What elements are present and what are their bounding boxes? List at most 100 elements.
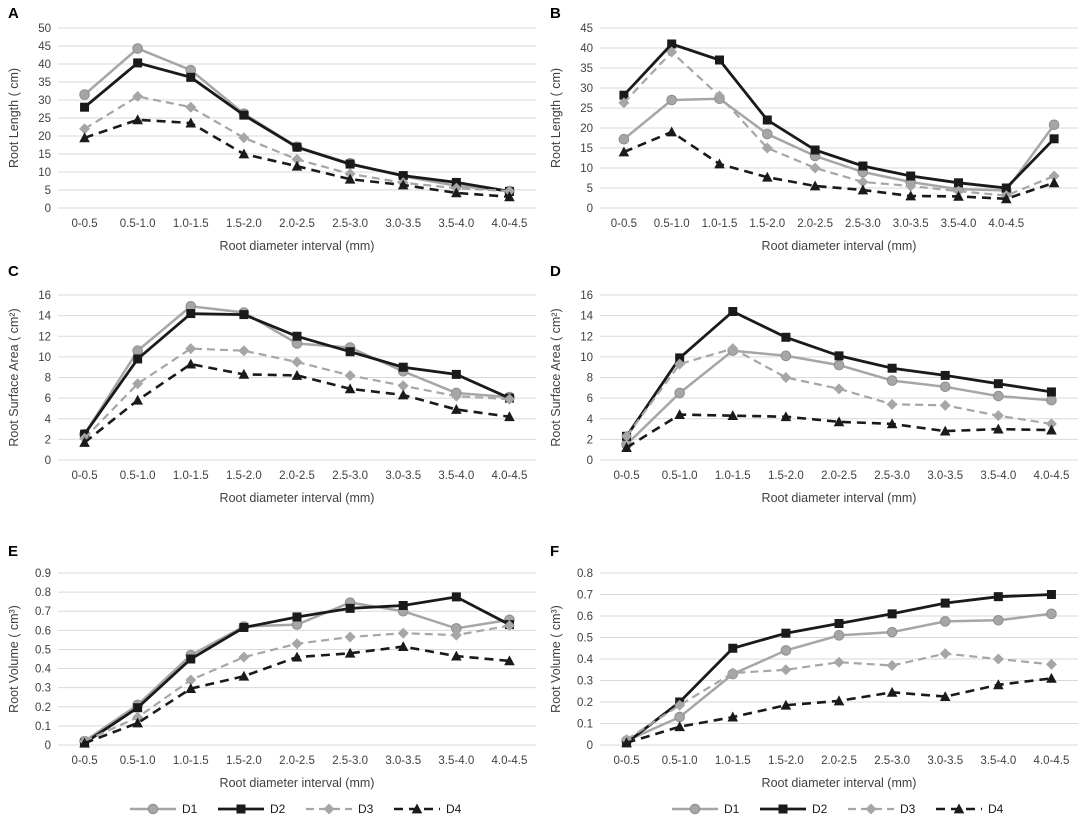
- square-marker-D2: [667, 39, 677, 49]
- diamond-marker-D3: [865, 803, 877, 815]
- x-tick-label: 2.0-2.5: [279, 470, 315, 482]
- triangle-marker-D4: [809, 180, 821, 191]
- square-marker-D2: [810, 145, 820, 155]
- x-tick-label: 3.0-3.5: [385, 470, 421, 482]
- square-marker-D2: [398, 171, 408, 181]
- triangle-marker-D4: [79, 132, 90, 143]
- triangle-marker-D4: [993, 423, 1004, 434]
- y-tick-label: 16: [38, 290, 51, 302]
- y-tick-label: 0: [45, 740, 51, 752]
- square-marker-D2: [133, 58, 143, 68]
- triangle-marker-D4: [238, 670, 250, 681]
- triangle-marker-D4: [886, 686, 898, 697]
- square-marker-D2: [834, 351, 844, 361]
- x-tick-label: 4.0-4.5: [988, 218, 1024, 230]
- triangle-marker-D4: [504, 191, 515, 202]
- y-tick-label: 8: [45, 373, 51, 385]
- diamond-marker-D3: [727, 343, 739, 355]
- square-marker-D2: [345, 159, 355, 169]
- y-tick-label: 0.1: [577, 719, 593, 731]
- legend-label-D4: D4: [446, 802, 462, 816]
- square-marker-D2: [834, 619, 844, 629]
- diamond-marker-D3: [185, 343, 197, 355]
- triangle-marker-D4: [291, 160, 303, 171]
- circle-marker-D1: [833, 359, 845, 371]
- circle-marker-D1: [674, 711, 685, 723]
- square-marker-D2: [1049, 134, 1059, 144]
- x-tick-label: 1.0-1.5: [715, 755, 751, 767]
- x-tick-label: 2.5-3.0: [874, 755, 910, 767]
- triangle-marker-D4: [1046, 672, 1057, 683]
- series-line-D3: [625, 347, 1052, 437]
- diamond-marker-D3: [185, 674, 197, 686]
- triangle-marker-D4: [762, 171, 773, 182]
- square-marker-D2: [239, 622, 249, 632]
- series-line-D4: [625, 413, 1052, 449]
- series-line-D4: [623, 130, 1055, 201]
- y-tick-label: 14: [38, 311, 51, 323]
- square-marker-D2: [451, 592, 461, 602]
- y-tick-label: 20: [38, 131, 51, 143]
- panel-letter-B: B: [550, 5, 561, 22]
- y-tick-label: 0.7: [577, 590, 593, 602]
- y-tick-label: 10: [38, 352, 51, 364]
- x-axis-title: Root diameter interval (mm): [220, 239, 375, 253]
- x-axis-title: Root diameter interval (mm): [220, 776, 375, 790]
- diamond-marker-D3: [666, 46, 678, 58]
- y-tick-label: 0: [587, 740, 593, 752]
- circle-marker-D1: [1046, 608, 1057, 620]
- y-tick-label: 0.3: [577, 676, 593, 688]
- diamond-marker-D3: [886, 398, 898, 410]
- square-marker-D2: [133, 354, 143, 364]
- triangle-marker-D4: [132, 717, 143, 728]
- triangle-marker-D4: [504, 411, 515, 422]
- x-axis-title: Root diameter interval (mm): [220, 491, 375, 505]
- chart-F-svg: F 0 0.1 0.2 0.3 0.4 0.5 0.6 0.7 0.8 0-0.5 0.5-1.0 1.…: [549, 543, 1078, 790]
- diamond-marker-D3: [291, 638, 303, 650]
- square-marker-D2: [239, 110, 249, 120]
- y-tick-label: 4: [587, 414, 594, 426]
- y-tick-label: 25: [38, 113, 51, 125]
- y-axis-title: Root Surface Area ( cm²): [549, 308, 563, 446]
- y-tick-label: 0.5: [577, 633, 593, 645]
- triangle-marker-D4: [397, 641, 409, 651]
- triangle-marker-D4: [714, 158, 725, 169]
- square-marker-D2: [781, 332, 791, 342]
- triangle-marker-D4: [727, 711, 739, 722]
- y-tick-label: 15: [580, 143, 593, 155]
- square-marker-D2: [675, 353, 685, 363]
- triangle-marker-D4: [674, 409, 685, 420]
- y-tick-label: 0.1: [35, 721, 51, 733]
- x-tick-label: 0-0.5: [613, 755, 639, 767]
- triangle-marker-D4: [727, 410, 739, 421]
- x-tick-label: 3.0-3.5: [385, 218, 421, 230]
- triangle-marker-D4: [621, 442, 632, 453]
- diamond-marker-D3: [833, 383, 845, 395]
- diamond-marker-D3: [886, 659, 898, 671]
- triangle-marker-D4: [780, 699, 792, 710]
- diamond-marker-D3: [503, 393, 515, 405]
- square-marker-D2: [778, 804, 788, 814]
- y-tick-label: 0.6: [577, 611, 593, 623]
- legend-label-D3: D3: [900, 802, 916, 816]
- square-marker-D2: [715, 55, 724, 65]
- triangle-marker-D4: [185, 683, 197, 694]
- x-tick-label: 4.0-4.5: [492, 470, 528, 482]
- diamond-marker-D3: [397, 380, 409, 392]
- diamond-marker-D3: [618, 97, 630, 109]
- legend-left: D1 D2 D3 D4: [130, 796, 480, 827]
- square-marker-D2: [887, 609, 897, 619]
- y-tick-label: 15: [38, 149, 51, 161]
- circle-marker-D1: [780, 350, 792, 362]
- y-tick-label: 40: [580, 43, 593, 55]
- diamond-marker-D3: [450, 390, 462, 402]
- y-tick-label: 4: [45, 414, 52, 426]
- legend-label-D3: D3: [358, 802, 374, 816]
- triangle-marker-D4: [953, 803, 965, 814]
- triangle-marker-D4: [1046, 424, 1057, 435]
- triangle-marker-D4: [666, 126, 677, 137]
- triangle-marker-D4: [451, 187, 462, 198]
- y-tick-label: 0.4: [577, 654, 594, 666]
- triangle-marker-D4: [344, 173, 356, 184]
